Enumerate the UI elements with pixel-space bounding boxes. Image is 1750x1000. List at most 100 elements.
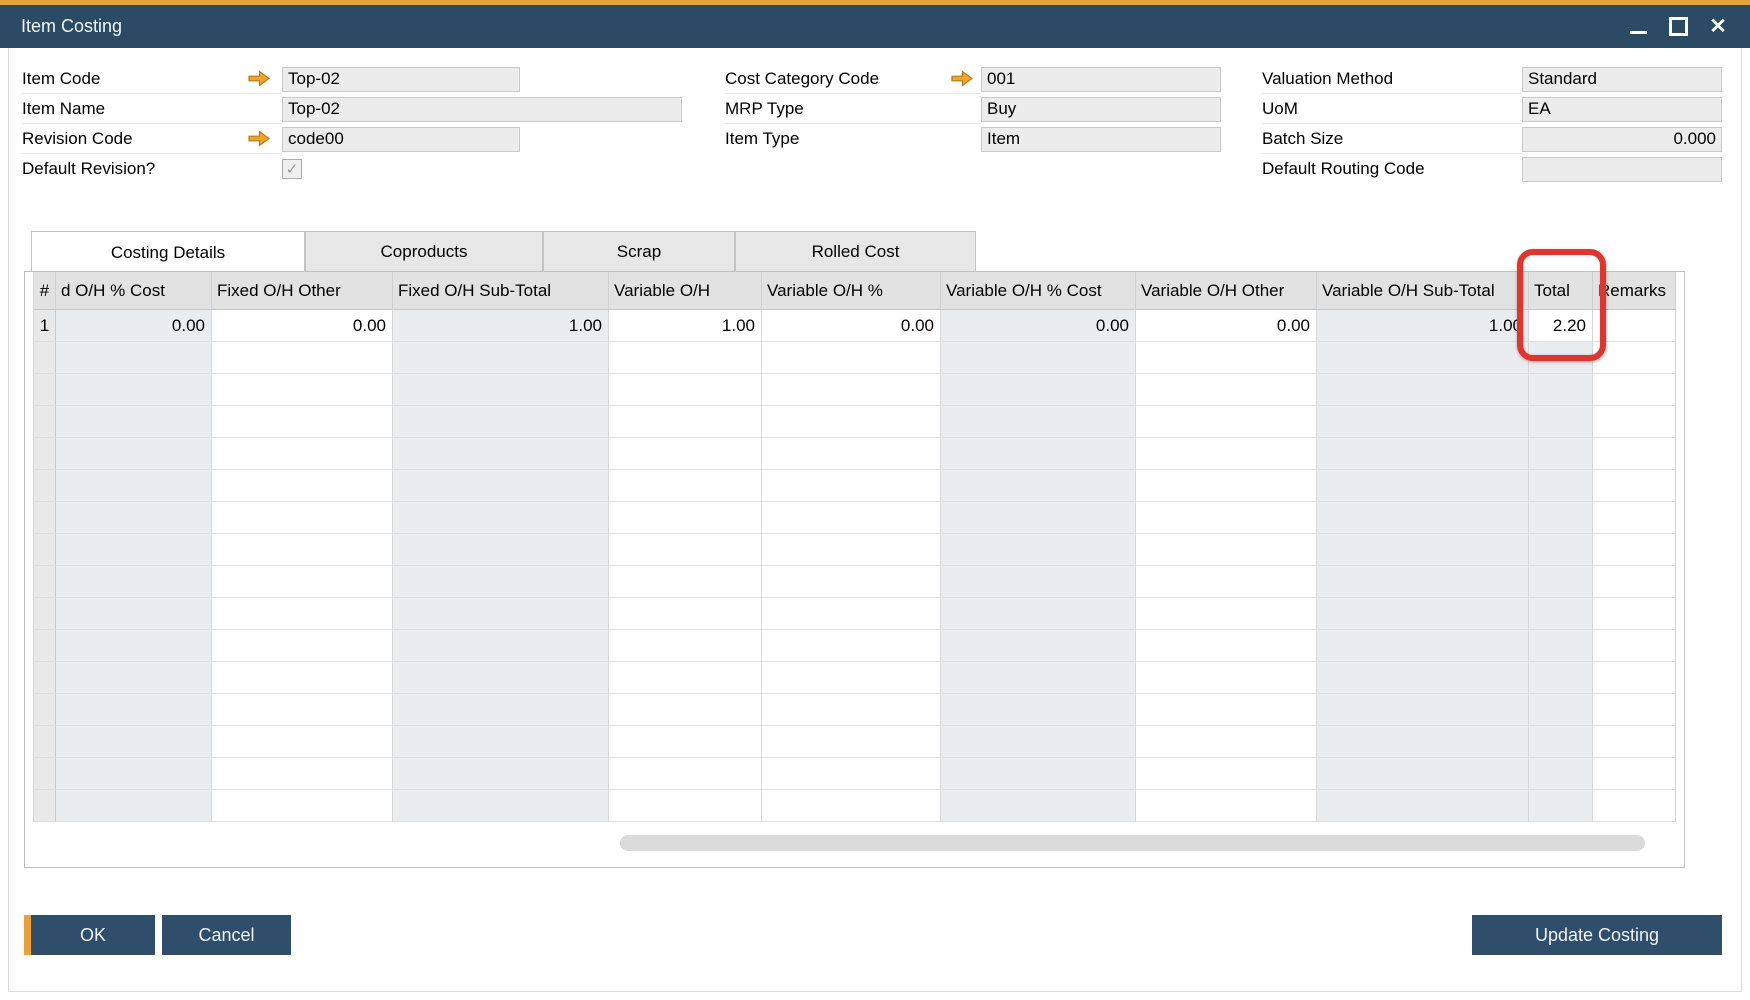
grid-cell[interactable] [762,630,941,662]
grid-cell[interactable] [1529,406,1593,438]
grid-cell[interactable] [1593,726,1676,758]
grid-cell[interactable] [212,758,393,790]
grid-cell[interactable] [1529,662,1593,694]
grid-cell[interactable] [1593,694,1676,726]
grid-cell[interactable] [212,342,393,374]
grid-cell[interactable] [393,534,609,566]
grid-cell[interactable] [393,374,609,406]
ok-button[interactable]: OK [24,915,155,955]
grid-cell[interactable] [1136,566,1317,598]
grid-cell[interactable] [393,502,609,534]
grid-cell[interactable] [1136,758,1317,790]
grid-cell[interactable] [1317,470,1529,502]
grid-cell[interactable] [56,662,212,694]
grid-cell[interactable]: 1.00 [609,310,762,342]
grid-cell[interactable] [393,758,609,790]
grid-cell[interactable] [941,662,1136,694]
grid-cell[interactable] [393,438,609,470]
grid-cell[interactable] [1317,374,1529,406]
grid-cell[interactable] [212,790,393,822]
grid-cell[interactable] [762,598,941,630]
grid-cell[interactable] [1529,470,1593,502]
row-number-cell[interactable] [33,758,56,790]
tab-scrap[interactable]: Scrap [543,231,735,272]
grid-cell[interactable] [212,694,393,726]
grid-cell[interactable] [212,630,393,662]
item-type-field[interactable]: Item [981,126,1221,152]
grid-cell[interactable] [212,406,393,438]
grid-cell[interactable] [1317,534,1529,566]
cost-category-code-field[interactable]: 001 [981,66,1221,92]
grid-cell[interactable] [762,662,941,694]
link-arrow-icon[interactable] [248,70,282,87]
revision-code-field[interactable]: code00 [282,126,520,152]
grid-cell[interactable] [609,502,762,534]
grid-cell[interactable] [56,694,212,726]
grid-cell[interactable] [212,726,393,758]
grid-cell[interactable] [56,502,212,534]
grid-cell[interactable]: 0.00 [212,310,393,342]
maximize-button[interactable] [1658,5,1698,48]
grid-cell[interactable] [762,726,941,758]
grid-cell[interactable] [941,566,1136,598]
grid-cell[interactable] [1529,502,1593,534]
grid-cell[interactable]: 0.00 [56,310,212,342]
grid-cell[interactable] [941,694,1136,726]
grid-cell[interactable] [762,406,941,438]
grid-cell[interactable] [609,566,762,598]
grid-cell[interactable] [609,726,762,758]
tab-coproducts[interactable]: Coproducts [305,231,543,272]
grid-cell[interactable] [762,790,941,822]
grid-cell[interactable] [393,406,609,438]
grid-cell[interactable] [1136,630,1317,662]
row-number-cell[interactable] [33,406,56,438]
grid-cell[interactable] [393,342,609,374]
grid-cell[interactable] [941,342,1136,374]
row-number-cell[interactable] [33,598,56,630]
grid-cell[interactable] [393,566,609,598]
uom-field[interactable]: EA [1522,96,1722,122]
row-number-cell[interactable] [33,342,56,374]
grid-cell[interactable] [762,758,941,790]
grid-cell[interactable] [1529,790,1593,822]
minimize-button[interactable] [1618,5,1658,48]
grid-cell[interactable] [762,694,941,726]
grid-cell[interactable] [1593,790,1676,822]
row-number-cell[interactable] [33,726,56,758]
grid-cell[interactable] [941,406,1136,438]
tab-costing-details[interactable]: Costing Details [31,231,305,274]
grid-cell[interactable] [1317,726,1529,758]
grid-cell[interactable] [1136,502,1317,534]
grid-cell[interactable] [1529,566,1593,598]
link-arrow-icon[interactable] [248,130,282,147]
grid-cell[interactable] [56,406,212,438]
grid-cell[interactable] [1136,694,1317,726]
grid-cell[interactable] [56,598,212,630]
grid-cell[interactable] [212,438,393,470]
grid-cell[interactable] [609,662,762,694]
grid-cell[interactable] [1593,374,1676,406]
grid-cell[interactable] [393,662,609,694]
grid-cell[interactable] [941,758,1136,790]
grid-cell[interactable] [393,630,609,662]
batch-size-field[interactable]: 0.000 [1522,126,1722,152]
grid-cell[interactable] [1529,438,1593,470]
grid-cell[interactable] [212,502,393,534]
grid-cell[interactable] [1317,758,1529,790]
grid-cell[interactable] [1529,374,1593,406]
grid-cell[interactable] [941,438,1136,470]
grid-cell[interactable] [1529,342,1593,374]
grid-cell[interactable] [1529,726,1593,758]
grid-cell[interactable] [1529,694,1593,726]
grid-cell[interactable] [212,470,393,502]
horizontal-scrollbar-thumb[interactable] [620,835,1645,851]
grid-cell[interactable] [609,790,762,822]
row-number-cell[interactable] [33,502,56,534]
row-number-cell[interactable] [33,566,56,598]
grid-cell[interactable] [1593,438,1676,470]
row-number-cell[interactable] [33,534,56,566]
row-number-cell[interactable] [33,694,56,726]
grid-cell[interactable] [212,534,393,566]
item-code-field[interactable]: Top-02 [282,66,520,92]
grid-cell[interactable] [1593,534,1676,566]
